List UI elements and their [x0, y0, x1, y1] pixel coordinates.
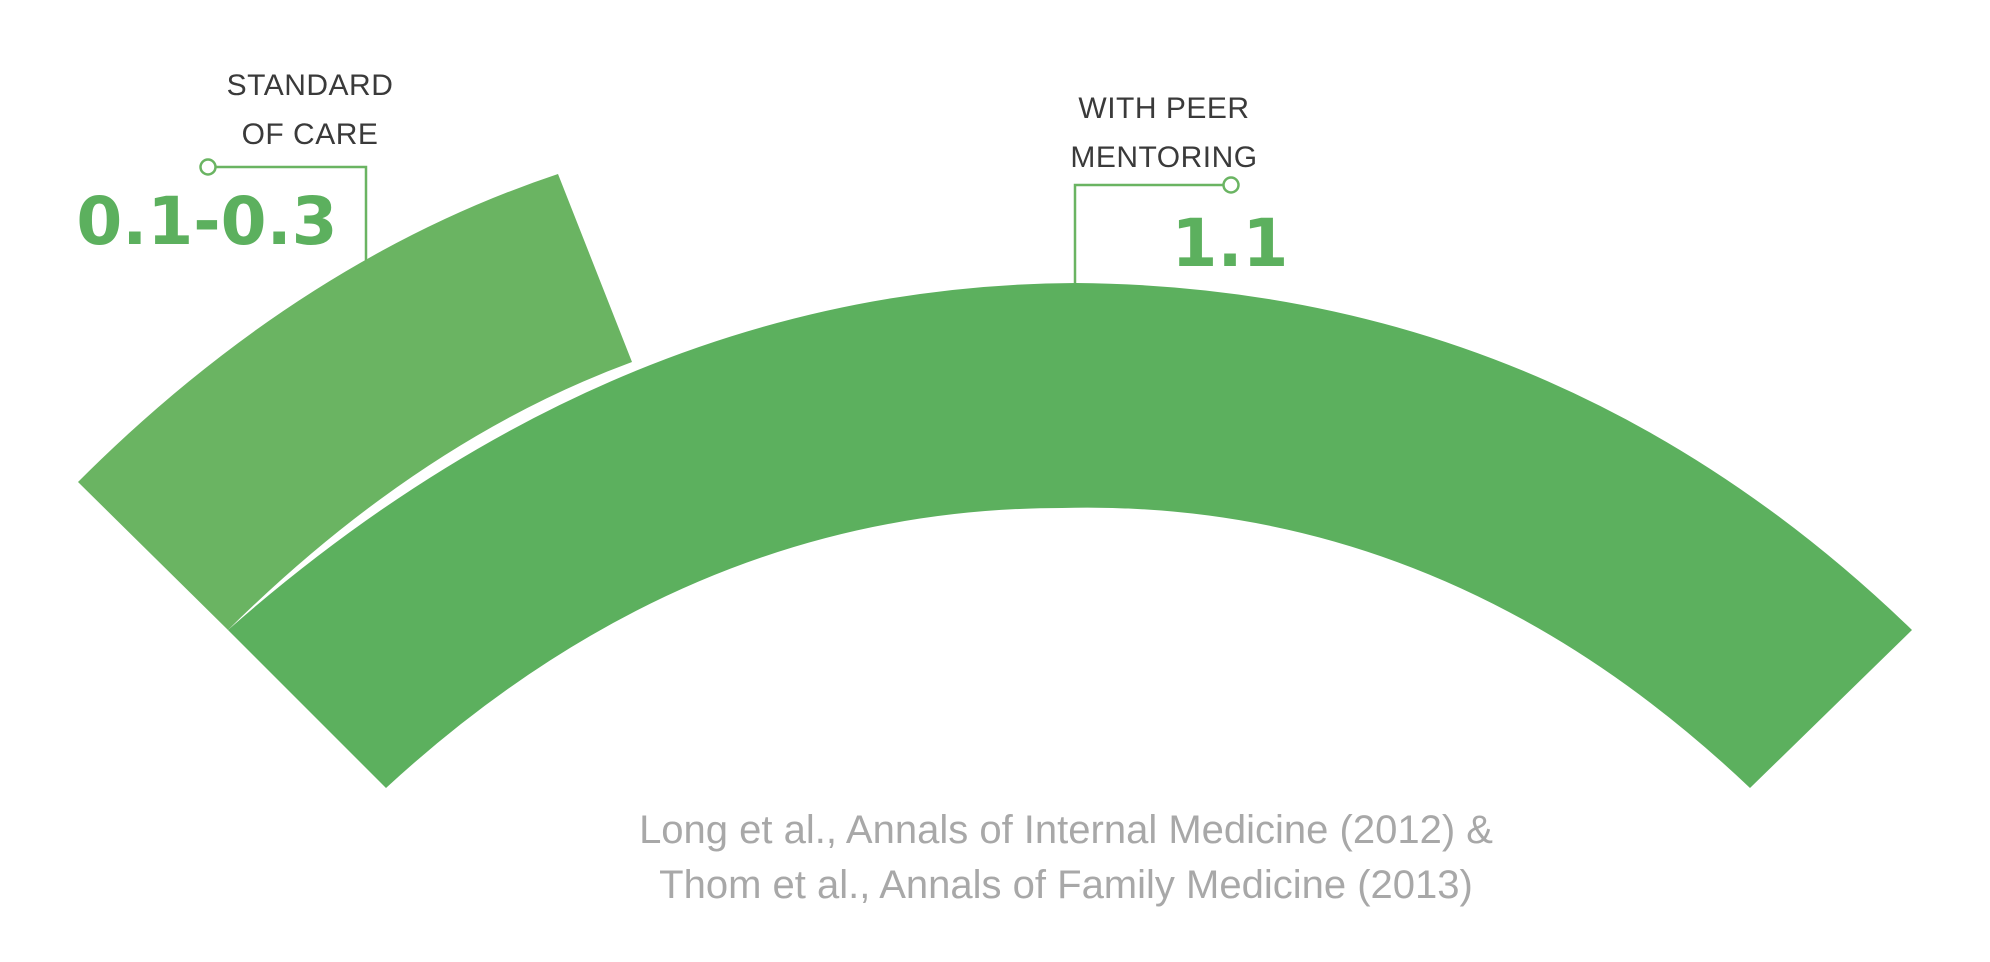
callout-marker-peer [1222, 176, 1240, 194]
callout-with-peer-mentoring: WITH PEER MENTORING 1.1 [1070, 92, 1288, 283]
callout-value-standard: 0.1-0.3 [76, 183, 337, 260]
arc-standard-of-care [78, 174, 632, 630]
callout-label-peer-line1: WITH PEER [1078, 92, 1249, 125]
callout-marker-standard [199, 158, 217, 176]
callout-connector-standard [212, 165, 368, 262]
source-citation: Long et al., Annals of Internal Medicine… [639, 808, 1493, 907]
arc-with-peer-mentoring [228, 283, 1912, 788]
callout-label-standard-line2: OF CARE [242, 118, 379, 151]
callout-value-peer: 1.1 [1172, 205, 1289, 282]
callout-connector-peer [1073, 183, 1224, 283]
source-line-2: Thom et al., Annals of Family Medicine (… [659, 863, 1473, 907]
callout-standard-of-care: STANDARD OF CARE 0.1-0.3 [76, 69, 393, 262]
callout-label-peer-line2: MENTORING [1070, 141, 1257, 174]
source-line-1: Long et al., Annals of Internal Medicine… [639, 808, 1493, 852]
callout-label-standard-line1: STANDARD [227, 69, 394, 102]
